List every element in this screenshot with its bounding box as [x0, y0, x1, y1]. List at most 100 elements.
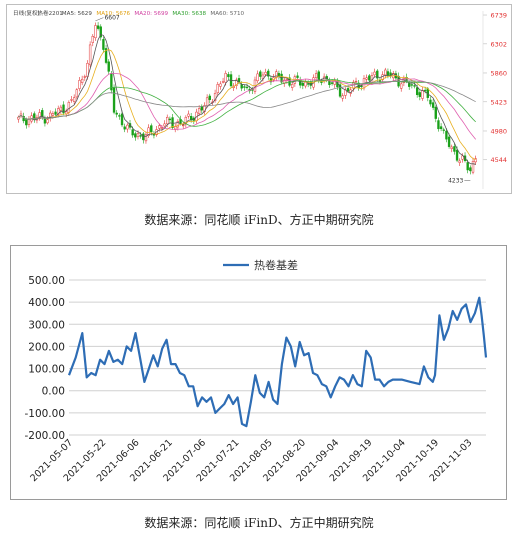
price-tick-label: 5423: [490, 98, 507, 106]
candle-down: [134, 133, 137, 138]
candle-down: [453, 146, 456, 152]
candle-down: [455, 149, 459, 161]
ma-legend-item: MA5: 5629: [62, 11, 93, 17]
ma-legend-item: 热卷2201: [37, 9, 63, 17]
candle-up: [59, 106, 63, 111]
candle-up: [158, 125, 161, 129]
candle-up: [471, 161, 475, 173]
candle-down: [139, 135, 142, 137]
candle-up: [184, 117, 188, 125]
legend: 热卷基差: [223, 258, 298, 272]
y-tick-label: -200.00: [24, 430, 65, 442]
candle-up: [400, 83, 403, 89]
candle-down: [267, 70, 270, 77]
candle-up: [163, 123, 166, 127]
candle-up: [83, 76, 86, 78]
peak-pointer: [95, 17, 104, 22]
candle-up: [38, 112, 41, 119]
series-line-basis: [67, 296, 488, 428]
candlestick-chart-panel: 日线(复权) 热卷2201 MA5: 5629 MA10: 5676 MA20: 569…: [6, 4, 512, 194]
candle-up: [17, 116, 20, 120]
candle-down: [123, 126, 126, 130]
y-tick-label: 200.00: [28, 341, 65, 353]
candle-up: [205, 97, 209, 106]
candle-down: [96, 25, 100, 29]
candle-up: [304, 81, 307, 87]
candle-down: [437, 120, 440, 130]
ma-legend-item: 日线(复权): [13, 9, 40, 17]
candle-up: [213, 93, 217, 101]
candle-down: [115, 112, 118, 115]
candle-up: [70, 99, 73, 101]
ma-legend-item: MA30: 5638: [172, 11, 206, 17]
candle-up: [176, 121, 180, 128]
candle-up: [461, 155, 464, 160]
candle-down: [208, 95, 211, 100]
candle-up: [341, 95, 344, 99]
candle-down: [107, 61, 110, 72]
candle-down: [240, 84, 243, 89]
candle-down: [317, 71, 320, 80]
candle-down: [168, 118, 172, 121]
candle-up: [197, 108, 201, 114]
candle-down: [243, 86, 246, 88]
candle-down: [445, 130, 448, 140]
candle-down: [104, 48, 108, 63]
y-tick-label: 0.00: [42, 386, 65, 398]
candles: [17, 22, 477, 175]
candle-down: [466, 162, 469, 171]
candle-down: [410, 84, 414, 86]
source-caption-bottom: 数据来源：同花顺 iFinD、方正中期研究院: [144, 516, 374, 530]
candle-down: [413, 85, 416, 87]
candle-down: [423, 89, 427, 92]
ma10-line: [18, 49, 476, 161]
candle-down: [408, 83, 411, 87]
candle-up: [450, 146, 453, 149]
peak-label: 6607: [104, 15, 119, 22]
candle-down: [43, 118, 47, 124]
candle-up: [283, 79, 286, 84]
candle-down: [22, 115, 25, 122]
y-tick-label: 500.00: [28, 275, 65, 287]
candle-up: [256, 73, 259, 82]
candle-up: [147, 127, 150, 136]
candle-up: [421, 89, 424, 99]
candle-down: [301, 82, 305, 86]
candle-down: [330, 82, 334, 84]
candle-up: [235, 79, 238, 86]
candle-up: [46, 119, 49, 124]
low-label: 4233: [448, 177, 463, 184]
candle-up: [314, 73, 318, 79]
candle-down: [447, 136, 451, 147]
candle-down: [386, 71, 390, 76]
candle-down: [415, 87, 419, 95]
legend-label: 热卷基差: [254, 258, 298, 272]
candle-up: [88, 44, 92, 66]
price-tick-label: 4544: [490, 156, 507, 164]
candle-down: [112, 87, 116, 113]
y-tick-label: 300.00: [28, 319, 65, 331]
ma60-line: [18, 80, 476, 120]
candle-up: [474, 158, 477, 163]
candle-down: [320, 81, 323, 83]
candle-up: [91, 35, 94, 43]
candle-up: [216, 84, 219, 93]
candle-up: [219, 83, 222, 87]
candle-down: [442, 129, 445, 131]
candle-up: [381, 74, 384, 81]
candle-up: [160, 127, 164, 129]
candle-up: [187, 113, 190, 117]
candle-down: [171, 117, 174, 128]
candle-up: [136, 133, 140, 137]
candle-up: [384, 69, 387, 76]
ma5-line: [18, 34, 476, 165]
basis-line-chart: 热卷基差 500.00 400.00 300.00 200.00 100.00 0.00 -1…: [24, 258, 488, 484]
y-tick-label: -100.00: [24, 408, 65, 420]
candle-up: [354, 80, 358, 83]
y-tick-label: 100.00: [28, 364, 65, 376]
ma-legend-item: MA60: 5710: [210, 11, 244, 17]
price-tick-label: 5860: [490, 69, 507, 77]
y-tick-label: 400.00: [28, 297, 65, 309]
candle-up: [67, 102, 71, 113]
